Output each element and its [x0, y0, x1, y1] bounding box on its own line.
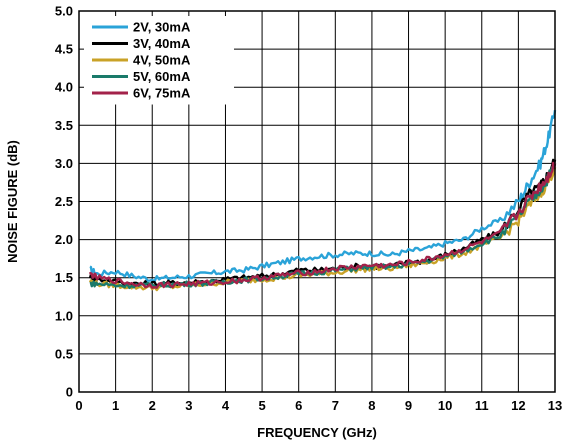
x-tick-label: 0	[75, 398, 82, 413]
legend-label: 6V, 75mA	[133, 86, 191, 101]
plot-frame	[78, 10, 556, 393]
x-tick-label: 13	[548, 398, 562, 413]
y-tick-label: 5.0	[55, 4, 73, 19]
y-tick-label: 2.0	[55, 232, 73, 247]
series-layer	[88, 109, 557, 292]
x-tick-label: 3	[185, 398, 192, 413]
x-tick-label: 8	[368, 398, 375, 413]
x-tick-label: 9	[405, 398, 412, 413]
x-tick-label: 11	[475, 398, 489, 413]
x-tick-labels: 0 1 2 3 4 5 6 7 8 9 10 11 12 13	[75, 398, 562, 413]
x-tick-label: 2	[149, 398, 156, 413]
y-axis-label: NOISE FIGURE (dB)	[5, 140, 20, 263]
legend-label: 3V, 40mA	[133, 36, 191, 51]
legend-label: 5V, 60mA	[133, 69, 191, 84]
series-line-2	[88, 158, 557, 288]
x-tick-label: 10	[438, 398, 452, 413]
x-tick-label: 5	[258, 398, 265, 413]
x-tick-label: 1	[112, 398, 119, 413]
x-tick-label: 6	[295, 398, 302, 413]
y-tick-label: 2.5	[55, 194, 73, 209]
legend-label: 4V, 50mA	[133, 53, 191, 68]
x-axis-label: FREQUENCY (GHz)	[257, 425, 377, 440]
series-line-1	[89, 109, 557, 283]
y-tick-labels: 0 0.5 1.0 1.5 2.0 2.5 3.0 3.5 4.0 4.5 5.0	[55, 4, 73, 400]
y-tick-label: 1.0	[55, 308, 73, 323]
y-tick-label: 0	[66, 385, 73, 400]
y-tick-label: 4.0	[55, 80, 73, 95]
y-tick-label: 0.5	[55, 346, 73, 361]
y-tick-label: 3.0	[55, 156, 73, 171]
x-tick-label: 7	[332, 398, 339, 413]
x-tick-label: 4	[222, 398, 230, 413]
y-tick-label: 3.5	[55, 118, 73, 133]
y-tick-label: 1.5	[55, 270, 73, 285]
x-tick-label: 12	[511, 398, 525, 413]
legend-label: 2V, 30mA	[133, 20, 191, 35]
series-line-5	[88, 161, 557, 289]
y-tick-label: 4.5	[55, 42, 73, 57]
